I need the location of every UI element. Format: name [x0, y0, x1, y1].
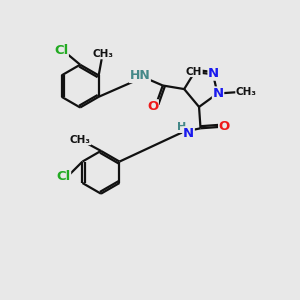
Text: CH₃: CH₃	[236, 87, 257, 97]
Text: CH: CH	[186, 67, 202, 76]
Text: O: O	[219, 120, 230, 133]
Text: N: N	[212, 87, 224, 100]
Text: O: O	[147, 100, 158, 113]
Text: HN: HN	[130, 70, 150, 83]
Text: CH₃: CH₃	[93, 49, 114, 59]
Text: Cl: Cl	[56, 170, 70, 183]
Text: H: H	[178, 122, 187, 132]
Text: CH₃: CH₃	[70, 135, 91, 145]
Text: N: N	[208, 67, 219, 80]
Text: Cl: Cl	[54, 44, 68, 57]
Text: N: N	[183, 127, 194, 140]
